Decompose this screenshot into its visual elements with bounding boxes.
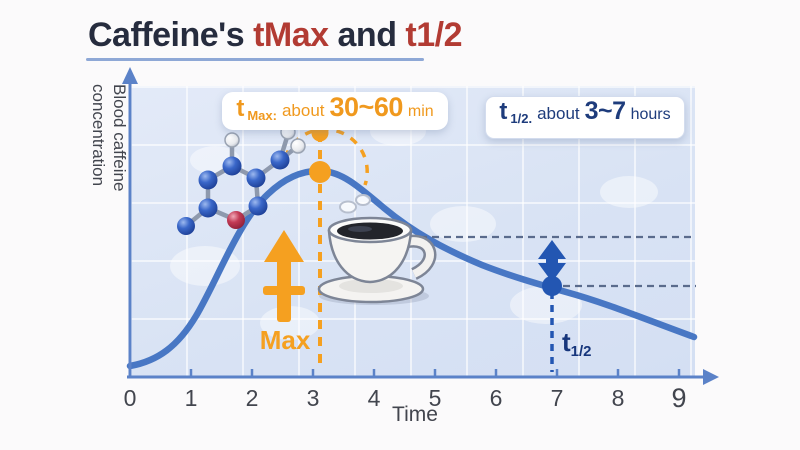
y-axis-label-line1: Blood caffeine [110, 84, 129, 192]
thalf-value: 3~7 [584, 97, 626, 125]
title-part-2: tMax [253, 16, 329, 54]
tmax-about-text: about [281, 101, 325, 120]
title-part-4: t1/2 [405, 16, 463, 54]
thalf-marker-symbol: t [562, 327, 571, 357]
y-axis-label: Blood caffeine concentration [86, 84, 130, 234]
x-tick-label-6: 6 [489, 385, 503, 411]
caffeine-molecule-icon [177, 124, 306, 235]
concentration-curve [126, 167, 698, 370]
thalf-symbol: t [499, 98, 508, 125]
tmax-unit: min [407, 103, 434, 120]
page-title: Caffeine's tMax and t1/2 [88, 16, 463, 55]
y-axis-label-line2: concentration [89, 84, 108, 187]
x-tick-label-0: 0 [123, 385, 137, 411]
y-axis-arrowhead [122, 67, 138, 84]
x-tick-label-4: 4 [367, 385, 381, 411]
x-tick-label-8: 8 [611, 385, 625, 411]
steam-icon [339, 194, 371, 214]
x-tick-label-9: 9 [671, 383, 687, 413]
half-drop-double-arrow [538, 240, 566, 282]
title-part-1: Caffeine's [88, 16, 245, 54]
background-blob [600, 176, 658, 208]
thalf-about-text: about [537, 104, 580, 123]
x-axis-ticks [189, 369, 681, 377]
max-annotation-label: Max [259, 325, 311, 355]
thalf-point [542, 276, 562, 296]
peak-point [309, 161, 331, 183]
x-axis-label: Time [392, 403, 438, 426]
x-tick-label-3: 3 [306, 385, 320, 411]
tmax-callout: t Max: about 30~60 min [222, 92, 448, 130]
tmax-subscript: Max: [247, 108, 277, 123]
thalf-callout: t 1/2. about 3~7 hours [485, 96, 685, 139]
thalf-subscript: 1/2. [510, 111, 533, 126]
max-up-arrow [263, 230, 305, 322]
coffee-cup-icon [317, 194, 437, 305]
tmax-value: 30~60 [329, 92, 404, 122]
thalf-unit: hours [630, 106, 671, 123]
x-tick-label-7: 7 [550, 385, 564, 411]
tmax-symbol: t [236, 95, 245, 122]
x-axis-arrowhead [703, 369, 719, 385]
x-tick-label-1: 1 [184, 385, 198, 411]
title-part-3: and [337, 16, 397, 54]
thalf-marker-subscript: 1/2 [570, 343, 592, 360]
x-tick-label-2: 2 [245, 385, 259, 411]
thalf-axis-marker: t1/2 [562, 327, 592, 360]
title-underline [86, 58, 424, 61]
x-tick-label-5: 5 [428, 385, 442, 411]
